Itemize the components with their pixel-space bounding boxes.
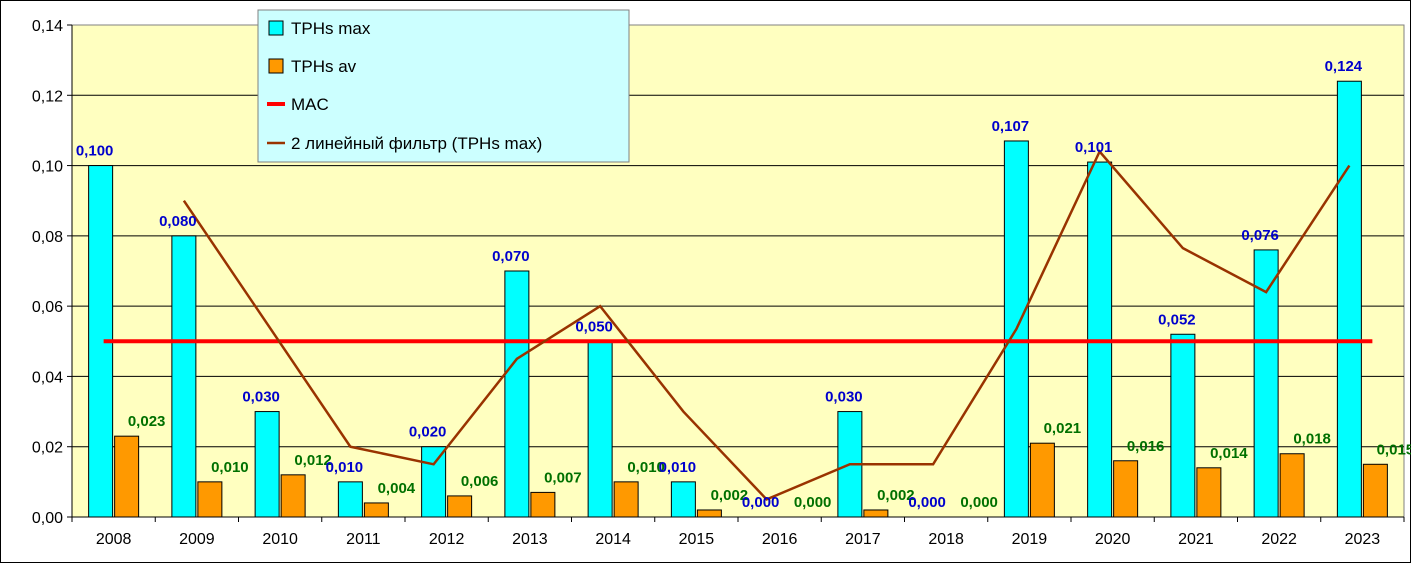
x-tick-label: 2018 xyxy=(928,531,964,548)
bar-tphs-av xyxy=(1362,463,1388,518)
axes: 0,00 0,02 0,04 0,06 0,08 0,10 0,12 0,14 2008 2009… xyxy=(32,18,1405,548)
bar-tphs-av xyxy=(613,481,639,518)
data-label-max: 0,030 xyxy=(242,389,280,406)
legend-label-mac: MAC xyxy=(291,95,329,114)
bar-tphs-max xyxy=(1170,333,1196,518)
bar-tphs-av xyxy=(363,502,389,518)
legend-label-moving-average: 2 линейный фильтр (TPHs max) xyxy=(291,134,542,153)
legend-swatch-tphs-max xyxy=(268,20,284,36)
bar-tphs-av xyxy=(1279,453,1305,518)
bar-tphs-max xyxy=(1336,80,1362,518)
data-label-max: 0,101 xyxy=(1075,139,1113,156)
data-label-max: 0,000 xyxy=(908,494,946,511)
x-tick-label: 2021 xyxy=(1178,531,1214,548)
x-tick-label: 2020 xyxy=(1095,531,1131,548)
data-label-max: 0,080 xyxy=(159,213,197,230)
x-tick-label: 2017 xyxy=(845,531,881,548)
data-label-av: 0,000 xyxy=(794,494,832,511)
legend-swatch-tphs-av xyxy=(268,58,284,74)
data-label-av: 0,010 xyxy=(211,459,249,476)
x-tick-label: 2013 xyxy=(512,531,548,548)
legend-label-tphs-max: TPHs max xyxy=(291,19,371,38)
y-tick-label: 0,12 xyxy=(32,88,63,105)
x-tick-label: 2010 xyxy=(262,531,298,548)
data-label-av: 0,014 xyxy=(1210,445,1248,462)
legend-box xyxy=(257,9,630,163)
bar-tphs-max xyxy=(421,446,447,518)
data-label-av: 0,006 xyxy=(461,473,499,490)
data-label-av: 0,016 xyxy=(1127,438,1165,455)
y-tick-label: 0,08 xyxy=(32,229,63,246)
data-label-max: 0,070 xyxy=(492,248,530,265)
y-tick-label: 0,02 xyxy=(32,440,63,457)
x-tick-label: 2016 xyxy=(762,531,798,548)
data-label-max: 0,010 xyxy=(659,459,697,476)
bar-tphs-av xyxy=(530,491,556,518)
moving-average-line xyxy=(182,149,1351,501)
bar-tphs-av xyxy=(447,495,473,518)
data-label-max: 0,050 xyxy=(575,318,613,335)
data-label-max: 0,000 xyxy=(742,494,780,511)
data-label-av: 0,012 xyxy=(294,452,332,469)
y-tick-label: 0,04 xyxy=(32,369,63,386)
y-tick-label: 0,10 xyxy=(32,159,63,176)
x-tick-label: 2009 xyxy=(179,531,215,548)
data-label-av: 0,004 xyxy=(378,480,416,497)
bar-tphs-max xyxy=(337,481,363,518)
data-label-av: 0,002 xyxy=(711,487,749,504)
data-label-av: 0,007 xyxy=(544,469,582,486)
x-tick-label: 2008 xyxy=(96,531,132,548)
data-label-max: 0,107 xyxy=(992,118,1030,135)
legend: TPHs max TPHs av MAC 2 линейный фильтр (TPH… xyxy=(257,9,630,163)
data-label-max: 0,076 xyxy=(1241,227,1279,244)
data-label-max: 0,124 xyxy=(1325,58,1363,75)
lines xyxy=(103,149,1373,501)
bar-tphs-max xyxy=(587,340,613,518)
x-tick-label: 2019 xyxy=(1012,531,1048,548)
x-tick-label: 2012 xyxy=(429,531,465,548)
x-tick-label: 2014 xyxy=(595,531,631,548)
data-label-av: 0,018 xyxy=(1293,431,1331,448)
bar-tphs-av xyxy=(1196,467,1222,518)
bar-tphs-max xyxy=(254,411,280,518)
x-tick-label: 2011 xyxy=(346,531,381,548)
data-label-av: 0,021 xyxy=(1044,420,1082,437)
bar-tphs-av xyxy=(280,474,306,518)
bar-tphs-max xyxy=(670,481,696,518)
bar-tphs-max xyxy=(171,235,197,518)
data-label-av: 0,023 xyxy=(128,413,166,430)
data-label-av: 0,002 xyxy=(877,487,915,504)
x-tick-label: 2023 xyxy=(1345,531,1381,548)
bar-tphs-av xyxy=(863,509,889,518)
x-tick-label: 2022 xyxy=(1261,531,1297,548)
data-label-av: 0,000 xyxy=(960,494,998,511)
data-label-max: 0,020 xyxy=(409,424,447,441)
bar-tphs-max xyxy=(1253,249,1279,518)
data-labels: 0,1000,0230,0800,0100,0300,0120,0100,004… xyxy=(76,58,1411,511)
x-tick-label: 2015 xyxy=(679,531,715,548)
bar-tphs-max xyxy=(504,270,530,518)
y-tick-label: 0,06 xyxy=(32,299,63,316)
data-label-max: 0,052 xyxy=(1158,311,1196,328)
data-label-max: 0,100 xyxy=(76,143,114,160)
bar-tphs-av xyxy=(114,435,140,518)
bar-tphs-av xyxy=(1113,460,1139,518)
bar-tphs-av xyxy=(696,509,722,518)
legend-label-tphs-av: TPHs av xyxy=(291,57,357,76)
data-label-max: 0,010 xyxy=(326,459,364,476)
y-tick-label: 0,00 xyxy=(32,510,63,527)
data-label-av: 0,010 xyxy=(627,459,665,476)
bar-tphs-av xyxy=(1029,442,1055,518)
data-label-max: 0,030 xyxy=(825,389,863,406)
data-label-av: 0,015 xyxy=(1377,441,1411,458)
bar-tphs-av xyxy=(197,481,223,518)
y-tick-label: 0,14 xyxy=(32,18,63,35)
